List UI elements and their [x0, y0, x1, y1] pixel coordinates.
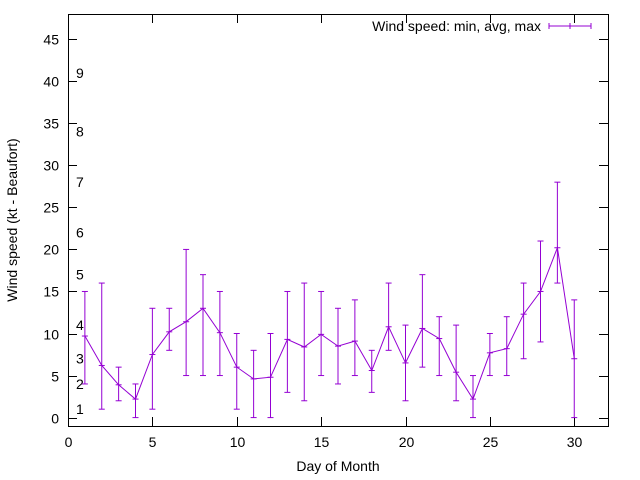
- y-tick-label: 40: [43, 74, 59, 90]
- series-layer: [81, 181, 578, 419]
- legend-label: Wind speed: min, avg, max: [372, 18, 541, 34]
- beaufort-label: 1: [76, 401, 84, 417]
- x-tick-label: 20: [399, 434, 415, 450]
- beaufort-label: 9: [76, 65, 84, 81]
- y-tick-label: 15: [43, 284, 59, 300]
- legend: Wind speed: min, avg, max: [372, 18, 592, 34]
- y-tick-label: 35: [43, 116, 59, 132]
- x-tick-label: 30: [567, 434, 583, 450]
- y-tick-label: 45: [43, 32, 59, 48]
- plot-frame: [68, 14, 609, 427]
- beaufort-label: 2: [76, 376, 84, 392]
- beaufort-label: 5: [76, 267, 84, 283]
- y-tick-label: 0: [51, 411, 59, 427]
- beaufort-label: 7: [76, 174, 84, 190]
- x-tick-label: 10: [230, 434, 246, 450]
- y-axis-title: Wind speed (kt - Beaufort): [4, 138, 20, 301]
- x-tick-label: 15: [314, 434, 330, 450]
- x-axis-title: Day of Month: [296, 458, 379, 474]
- beaufort-label: 4: [76, 317, 84, 333]
- x-tick-label: 5: [149, 434, 157, 450]
- x-tick-label: 0: [65, 434, 73, 450]
- beaufort-label: 8: [76, 124, 84, 140]
- beaufort-annotations: 1 2 3 4 5 6 7 8 9: [76, 65, 84, 417]
- y-tick-label: 20: [43, 242, 59, 258]
- x-axis: 0 5 10 15 20 25 30: [65, 14, 583, 450]
- avg-line: [84, 245, 575, 401]
- y-tick-label: 30: [43, 158, 59, 174]
- beaufort-label: 6: [76, 225, 84, 241]
- y-tick-label: 10: [43, 327, 59, 343]
- y-tick-label: 25: [43, 200, 59, 216]
- beaufort-label: 3: [76, 351, 84, 367]
- y-tick-label: 5: [51, 369, 59, 385]
- x-tick-label: 25: [483, 434, 499, 450]
